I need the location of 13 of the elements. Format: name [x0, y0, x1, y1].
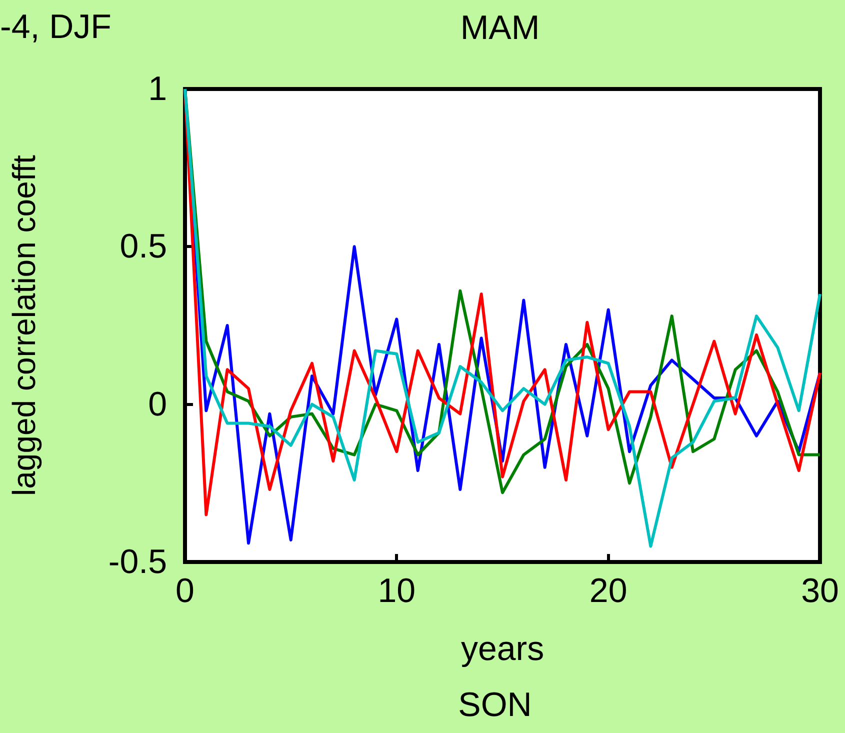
chart-title: MAM [460, 9, 540, 47]
y-tick-label: 0 [148, 385, 167, 424]
y-tick-label: 1 [148, 70, 167, 108]
y-tick-label: -0.5 [108, 543, 167, 581]
x-axis-title: years [460, 630, 544, 668]
y-axis-title: lagged correlation coefft [6, 154, 42, 496]
text: -4, DJF [0, 8, 112, 46]
x-tick-label: 10 [378, 572, 416, 610]
x-tick-label: 20 [589, 572, 628, 610]
y-tick-label: 0.5 [120, 228, 167, 266]
text: SON [458, 686, 532, 724]
x-tick-label: 30 [801, 572, 839, 610]
x-tick-label: 0 [176, 572, 194, 610]
